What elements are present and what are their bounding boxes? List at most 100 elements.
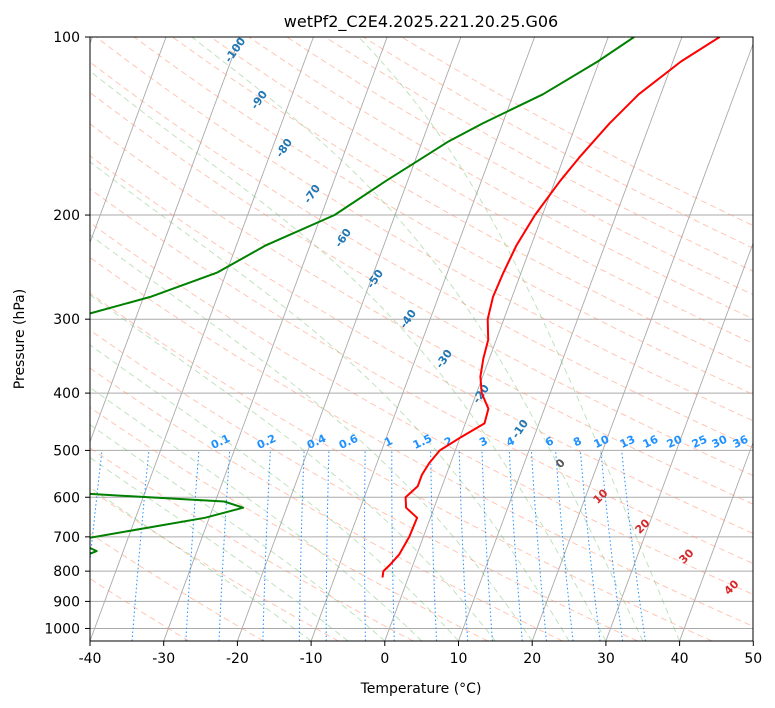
mixing-ratio-label: 25 [690, 433, 709, 451]
isotherm-line [458, 37, 683, 641]
dry-adiabat-line [90, 123, 753, 505]
curve-labels: 0.1 0.2 0.4 0.6 1 1.5 2 3 4 6 8 10 13 16 20 25 30 36-100-… [209, 35, 751, 598]
x-tick-label: -40 [79, 651, 102, 667]
temperature-line [381, 37, 721, 578]
moist-adiabat-line [90, 486, 312, 641]
mixing-ratio-label: 13 [618, 433, 637, 451]
mixing-ratio-line [298, 450, 305, 641]
mixing-ratio-line [90, 450, 103, 565]
y-tick-label: 600 [53, 490, 80, 506]
isotherm-line [236, 37, 462, 641]
x-tick-label: 0 [380, 651, 389, 667]
mixing-ratio-line [391, 450, 395, 641]
moist-adiabat-label: -100 [222, 35, 249, 65]
x-tick-label: -30 [152, 651, 175, 667]
y-tick-label: 800 [53, 564, 80, 580]
x-tick-label: 20 [523, 651, 541, 667]
dry-adiabat-line [324, 37, 753, 272]
moist-adiabat-line [191, 37, 644, 641]
x-tick-label: 50 [744, 651, 762, 667]
dry-adiabat-line [90, 532, 264, 641]
mixing-ratio-label: 8 [571, 434, 583, 449]
dry-adiabat-line [248, 37, 753, 320]
mixing-ratio-line [621, 450, 646, 641]
moist-adiabat-line [90, 294, 496, 641]
mixing-ratio-label: 30 [710, 433, 730, 451]
moist-adiabat-line [358, 37, 681, 641]
moist-adiabat-line [90, 234, 533, 641]
x-tick-label: 30 [597, 651, 615, 667]
x-tick-label: -10 [300, 651, 323, 667]
chart-title: wetPf2_C2E4.2025.221.20.25.G06 [284, 12, 558, 32]
dry-adiabat-line [210, 37, 753, 344]
moist-adiabat-label: -70 [301, 182, 323, 206]
mixing-ratio-line [218, 450, 231, 641]
isotherm-line [531, 42, 753, 641]
moist-adiabat-label: -40 [397, 307, 419, 331]
moist-adiabat-label: -50 [364, 267, 386, 291]
isotherm-line [90, 37, 314, 641]
x-tick-label: 40 [671, 651, 689, 667]
dry-adiabat-line [90, 292, 713, 641]
mixing-ratio-label: 0.6 [337, 432, 360, 452]
y-tick-label: 1000 [44, 621, 80, 637]
mixing-ratio-label: 6 [543, 434, 556, 449]
isotherm-line [679, 441, 753, 641]
moist-adiabat-line [90, 344, 459, 641]
isotherm-line [90, 37, 241, 444]
dry-adiabat-line [90, 367, 563, 641]
plot-frame [89, 36, 754, 642]
isotherm-line [90, 37, 167, 244]
isotherm-line [163, 37, 388, 641]
dry-adiabat-line [286, 37, 753, 296]
mixing-ratio-line [364, 450, 366, 641]
dry-adiabat-line [95, 37, 753, 422]
moist-adiabat-line [90, 424, 386, 641]
y-tick-label: 300 [53, 312, 80, 328]
isotherm-line [384, 37, 609, 641]
dry-adiabat-label: 0 [553, 456, 568, 471]
x-axis-label: Temperature (°C) [360, 681, 482, 697]
mixing-ratio-label: 3 [477, 434, 489, 449]
x-tick-label: 10 [450, 651, 468, 667]
dry-adiabat-line [90, 188, 753, 564]
y-tick-label: 100 [53, 30, 80, 46]
mixing-ratio-label: 36 [731, 433, 751, 451]
dry-adiabat-line [90, 406, 489, 641]
y-tick-label: 700 [53, 530, 80, 546]
background-lines [90, 37, 753, 641]
mixing-ratio-line [131, 450, 150, 641]
x-tick-label: -20 [226, 651, 249, 667]
mixing-ratio-line [530, 450, 547, 641]
dry-adiabat-line [90, 155, 753, 534]
mixing-ratio-label: 10 [592, 433, 612, 451]
moist-adiabat-line [90, 70, 607, 641]
profile-lines [90, 37, 721, 578]
y-axis-label: Pressure (hPa) [12, 289, 28, 389]
moist-adiabat-label: -80 [273, 136, 295, 160]
dry-adiabat-line [90, 256, 753, 627]
y-tick-label: 200 [53, 208, 80, 224]
moist-adiabat-line [90, 386, 422, 641]
mixing-ratio-label: 20 [665, 433, 685, 451]
moist-adiabat-line [90, 161, 570, 641]
dry-adiabat-line [90, 222, 753, 595]
mixing-ratio-line [600, 450, 624, 641]
dry-adiabat-line [133, 37, 753, 395]
y-tick-label: 400 [53, 386, 80, 402]
mixing-ratio-line [579, 450, 601, 641]
isotherm-line [605, 242, 753, 641]
axis-ticks: -40 -30 -20 -10 0 10 20 30 40 5010020030040050060… [44, 30, 762, 667]
mixing-ratio-label: 1.5 [411, 432, 434, 452]
mixing-ratio-label: 1 [382, 434, 394, 449]
dewpoint-line [90, 37, 635, 555]
mixing-ratio-label: 16 [641, 433, 661, 451]
moist-adiabat-line [90, 456, 349, 641]
mixing-ratio-line [325, 450, 330, 641]
dry-adiabat-label: 20 [633, 516, 653, 536]
dry-adiabat-label: 40 [722, 577, 742, 597]
mixing-ratio-label: 0.2 [255, 432, 278, 452]
dry-adiabat-line [401, 37, 753, 227]
mixing-ratio-line [555, 450, 574, 641]
